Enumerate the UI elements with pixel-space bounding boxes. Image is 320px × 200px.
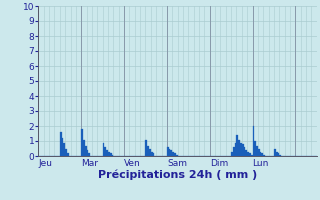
Bar — [169, 148, 171, 156]
Bar — [108, 152, 110, 156]
Bar — [251, 154, 252, 156]
Bar — [249, 153, 251, 156]
Bar — [87, 150, 88, 156]
Bar — [276, 152, 277, 156]
Bar — [81, 129, 83, 156]
Bar — [258, 148, 260, 156]
Bar — [60, 132, 61, 156]
Bar — [104, 147, 106, 156]
Bar — [176, 154, 178, 156]
Bar — [174, 153, 176, 156]
Bar — [263, 154, 265, 156]
Bar — [261, 153, 263, 156]
Bar — [149, 148, 151, 156]
Bar — [172, 152, 174, 156]
Bar — [67, 153, 69, 156]
Bar — [254, 141, 256, 156]
Bar — [231, 152, 233, 156]
Bar — [247, 152, 249, 156]
Bar — [65, 148, 67, 156]
Bar — [106, 150, 108, 156]
Bar — [153, 153, 155, 156]
Bar — [279, 154, 281, 156]
Bar — [236, 135, 238, 156]
Bar — [147, 146, 149, 156]
Bar — [244, 147, 245, 156]
Bar — [277, 153, 279, 156]
Bar — [63, 142, 65, 156]
Bar — [274, 148, 276, 156]
Bar — [103, 142, 104, 156]
Bar — [252, 126, 254, 156]
Bar — [146, 140, 147, 156]
Bar — [167, 147, 169, 156]
Bar — [256, 146, 258, 156]
Bar — [238, 140, 240, 156]
Bar — [110, 153, 112, 156]
Bar — [112, 154, 113, 156]
Bar — [61, 138, 63, 156]
Bar — [235, 142, 236, 156]
Bar — [83, 140, 85, 156]
X-axis label: Précipitations 24h ( mm ): Précipitations 24h ( mm ) — [98, 169, 257, 180]
Bar — [240, 142, 242, 156]
Bar — [88, 153, 90, 156]
Bar — [85, 146, 87, 156]
Bar — [233, 147, 235, 156]
Bar — [151, 152, 153, 156]
Bar — [245, 150, 247, 156]
Bar — [260, 152, 261, 156]
Bar — [171, 150, 172, 156]
Bar — [242, 144, 244, 156]
